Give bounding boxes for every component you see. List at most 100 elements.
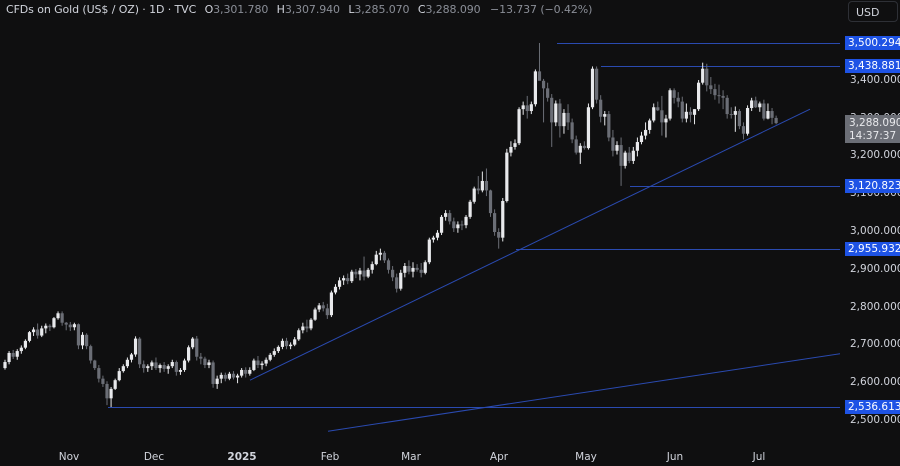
- candle-down: [362, 270, 366, 277]
- candle-up: [521, 105, 525, 110]
- candle-up: [643, 129, 648, 136]
- candle-up: [227, 373, 231, 379]
- candle-up: [431, 237, 435, 240]
- candle-down: [476, 188, 480, 191]
- candle-up: [272, 351, 276, 355]
- chart-plot-area[interactable]: [0, 0, 840, 446]
- candle-down: [68, 324, 72, 328]
- candle-down: [346, 278, 350, 282]
- currency-button[interactable]: USD: [848, 1, 898, 22]
- time-tick-label: Dec: [143, 451, 165, 463]
- candle-up: [668, 90, 672, 119]
- candle-down: [203, 358, 207, 366]
- candle-down: [382, 252, 387, 261]
- candle-up: [403, 266, 407, 273]
- candle-up: [692, 109, 697, 115]
- time-tick-label: 2025: [227, 451, 257, 463]
- candle-down: [391, 269, 395, 278]
- candle-down: [244, 369, 248, 374]
- candle-down: [680, 101, 684, 119]
- candle-down: [525, 105, 529, 112]
- candle-up: [684, 111, 688, 119]
- candle-down: [93, 360, 97, 369]
- candlestick-chart[interactable]: [0, 0, 840, 446]
- candle-down: [607, 114, 611, 138]
- symbol-title[interactable]: CFDs on Gold (US$ / OZ) · 1D · TVC: [6, 3, 197, 16]
- candle-down: [762, 103, 766, 119]
- candle-up: [297, 330, 301, 340]
- candle-up: [652, 107, 656, 121]
- candle-down: [574, 139, 578, 153]
- candle-up: [317, 305, 321, 310]
- candle-up: [399, 272, 403, 289]
- time-tick-label: May: [575, 451, 597, 463]
- candle-down: [770, 111, 774, 118]
- candle-up: [529, 104, 533, 112]
- candle-up: [358, 270, 362, 275]
- candle-up: [615, 145, 619, 151]
- time-tick-label: Jun: [666, 451, 684, 463]
- candle-up: [631, 150, 635, 161]
- candle-up: [125, 359, 129, 367]
- candle-down: [566, 112, 570, 123]
- time-tick-label: Jul: [752, 451, 766, 463]
- candle-up: [342, 278, 346, 281]
- price-tick-label: 2,500.000: [850, 414, 900, 426]
- candle-up: [517, 109, 521, 144]
- price-tick-label: 3,000.000: [850, 225, 900, 237]
- candle-up: [750, 100, 754, 109]
- candle-up: [758, 103, 762, 108]
- candle-up: [207, 362, 211, 366]
- candle-down: [558, 103, 562, 127]
- candle-down: [76, 324, 81, 346]
- candle-up: [219, 374, 223, 379]
- low-value: 3,285.070: [354, 3, 410, 16]
- candle-down: [321, 305, 325, 309]
- candle-down: [717, 95, 721, 97]
- candle-up: [252, 360, 256, 370]
- candle-down: [142, 364, 146, 369]
- candle-up: [44, 325, 48, 329]
- candle-up: [480, 180, 484, 191]
- candle-down: [11, 352, 15, 357]
- candle-down: [199, 356, 203, 359]
- current-price-tag: 3,288.090 14:37:37: [845, 115, 900, 144]
- candle-down: [774, 117, 778, 124]
- candle-up: [3, 362, 7, 369]
- candle-up: [435, 232, 440, 238]
- candle-up: [15, 351, 19, 357]
- price-tick-label: 2,900.000: [850, 262, 900, 275]
- candle-up: [501, 201, 505, 238]
- candle-up: [350, 271, 354, 282]
- candle-up: [113, 380, 117, 389]
- time-tick-label: Apr: [489, 451, 509, 463]
- candle-down: [754, 100, 758, 108]
- candle-up: [301, 326, 305, 331]
- candle-down: [484, 180, 489, 191]
- level-price-tag: 2,536.613: [845, 400, 900, 414]
- candle-up: [313, 309, 317, 320]
- candle-up: [456, 224, 460, 229]
- candle-up: [72, 324, 76, 328]
- price-tick-label: 3,400.000: [850, 73, 900, 86]
- candle-up: [370, 264, 374, 270]
- candle-down: [448, 213, 452, 222]
- candle-down: [97, 368, 101, 379]
- candle-up: [133, 338, 138, 355]
- candle-up: [444, 213, 448, 217]
- candle-up: [378, 252, 382, 255]
- candle-down: [419, 269, 423, 273]
- candle-up: [329, 292, 333, 316]
- candle-up: [170, 362, 174, 367]
- candle-up: [235, 375, 240, 378]
- candle-down: [627, 152, 631, 161]
- candle-up: [554, 103, 558, 123]
- change-value: −13.737 (−0.42%): [489, 3, 593, 16]
- candle-down: [305, 326, 309, 329]
- candle-up: [464, 216, 468, 226]
- candle-down: [452, 221, 456, 229]
- candle-down: [395, 277, 399, 289]
- candle-up: [268, 354, 272, 360]
- candle-up: [117, 371, 121, 381]
- candle-up: [697, 82, 701, 110]
